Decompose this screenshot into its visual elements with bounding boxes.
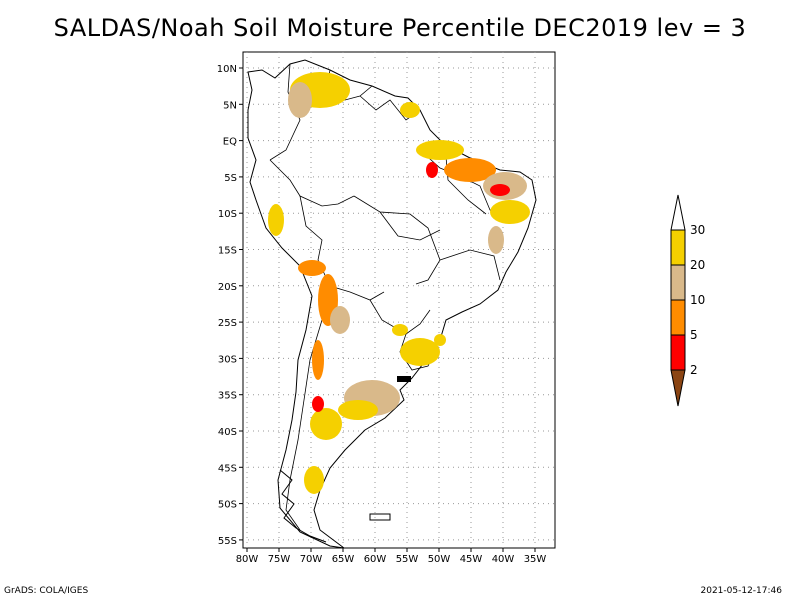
map-title: SALDAS/Noah Soil Moisture Percentile DEC… bbox=[53, 14, 747, 42]
lon-tick-label: 35W bbox=[524, 554, 547, 565]
lat-axis-labels: 10N 5N EQ 5S 10S 15S 20S 25S 30S 35S 40S 45S 50S 55S bbox=[217, 64, 237, 547]
water-bodies bbox=[369, 376, 411, 521]
legend-top-cap bbox=[670, 194, 686, 231]
shade-region bbox=[488, 226, 504, 254]
shade-region bbox=[444, 158, 496, 182]
lat-tick-label: 50S bbox=[218, 500, 237, 511]
lat-tick-label: 15S bbox=[218, 246, 237, 257]
lon-tick-label: 60W bbox=[364, 554, 387, 565]
lon-tick-label: 80W bbox=[236, 554, 259, 565]
shade-region bbox=[416, 140, 464, 160]
map-frame bbox=[242, 51, 556, 549]
legend-label: 30 bbox=[690, 223, 705, 237]
lon-ticks bbox=[246, 548, 536, 552]
southern-archipelago bbox=[279, 469, 327, 543]
legend-colorbar: 30 20 10 5 2 bbox=[670, 194, 705, 407]
lat-tick-label: 5N bbox=[223, 100, 237, 111]
lon-tick-label: 40W bbox=[492, 554, 515, 565]
shade-region bbox=[392, 324, 408, 336]
shade-region bbox=[490, 200, 530, 224]
lat-tick-label: 25S bbox=[218, 318, 237, 329]
lat-tick-label: 45S bbox=[218, 463, 237, 474]
lat-tick-label: 30S bbox=[218, 354, 237, 365]
shade-region bbox=[310, 408, 342, 440]
shade-region bbox=[400, 338, 440, 366]
shade-region bbox=[426, 162, 438, 178]
soil-moisture-shading bbox=[268, 72, 530, 494]
legend-label: 5 bbox=[690, 328, 698, 342]
shade-region bbox=[304, 466, 324, 494]
shade-region bbox=[288, 82, 312, 118]
lat-tick-label: 40S bbox=[218, 427, 237, 438]
lat-tick-label: 10S bbox=[218, 209, 237, 220]
shade-region bbox=[338, 400, 378, 420]
island-outline bbox=[369, 513, 391, 521]
shade-region bbox=[298, 260, 326, 276]
lake-shape bbox=[397, 376, 411, 382]
footer-timestamp: 2021-05-12-17:46 bbox=[700, 586, 783, 596]
legend-swatch-10-20 bbox=[670, 264, 686, 301]
lon-tick-label: 55W bbox=[396, 554, 419, 565]
map-panel: 80W 75W 70W 65W 60W 55W 50W 45W 40W 35W 10N 5N EQ 5S… bbox=[217, 51, 556, 565]
lat-ticks bbox=[239, 67, 243, 541]
lon-tick-label: 75W bbox=[268, 554, 291, 565]
lon-tick-label: 50W bbox=[428, 554, 451, 565]
shade-region bbox=[312, 340, 324, 380]
lon-tick-label: 70W bbox=[300, 554, 323, 565]
legend-bottom-cap bbox=[670, 369, 686, 407]
lat-tick-label: 20S bbox=[218, 282, 237, 293]
legend-swatch-20-30 bbox=[670, 229, 686, 266]
shade-region bbox=[400, 102, 420, 118]
lat-tick-label: 35S bbox=[218, 391, 237, 402]
lat-tick-label: EQ bbox=[223, 137, 237, 148]
legend-swatch-2-5 bbox=[670, 334, 686, 371]
legend-swatch-5-10 bbox=[670, 299, 686, 336]
footer-credit: GrADS: COLA/IGES bbox=[4, 586, 89, 596]
lat-tick-label: 10N bbox=[217, 64, 237, 75]
shade-region bbox=[330, 306, 350, 334]
shade-region bbox=[490, 184, 510, 196]
lon-axis-labels: 80W 75W 70W 65W 60W 55W 50W 45W 40W 35W bbox=[236, 554, 547, 565]
shade-region bbox=[434, 334, 446, 346]
lat-tick-label: 5S bbox=[224, 173, 237, 184]
legend-label: 20 bbox=[690, 258, 705, 272]
lon-tick-label: 65W bbox=[332, 554, 355, 565]
legend-label: 2 bbox=[690, 363, 698, 377]
lon-tick-label: 45W bbox=[460, 554, 483, 565]
legend-labels: 30 20 10 5 2 bbox=[690, 223, 705, 377]
shade-region bbox=[268, 204, 284, 236]
lat-tick-label: 55S bbox=[218, 536, 237, 547]
legend-label: 10 bbox=[690, 293, 705, 307]
shade-region bbox=[312, 396, 324, 412]
